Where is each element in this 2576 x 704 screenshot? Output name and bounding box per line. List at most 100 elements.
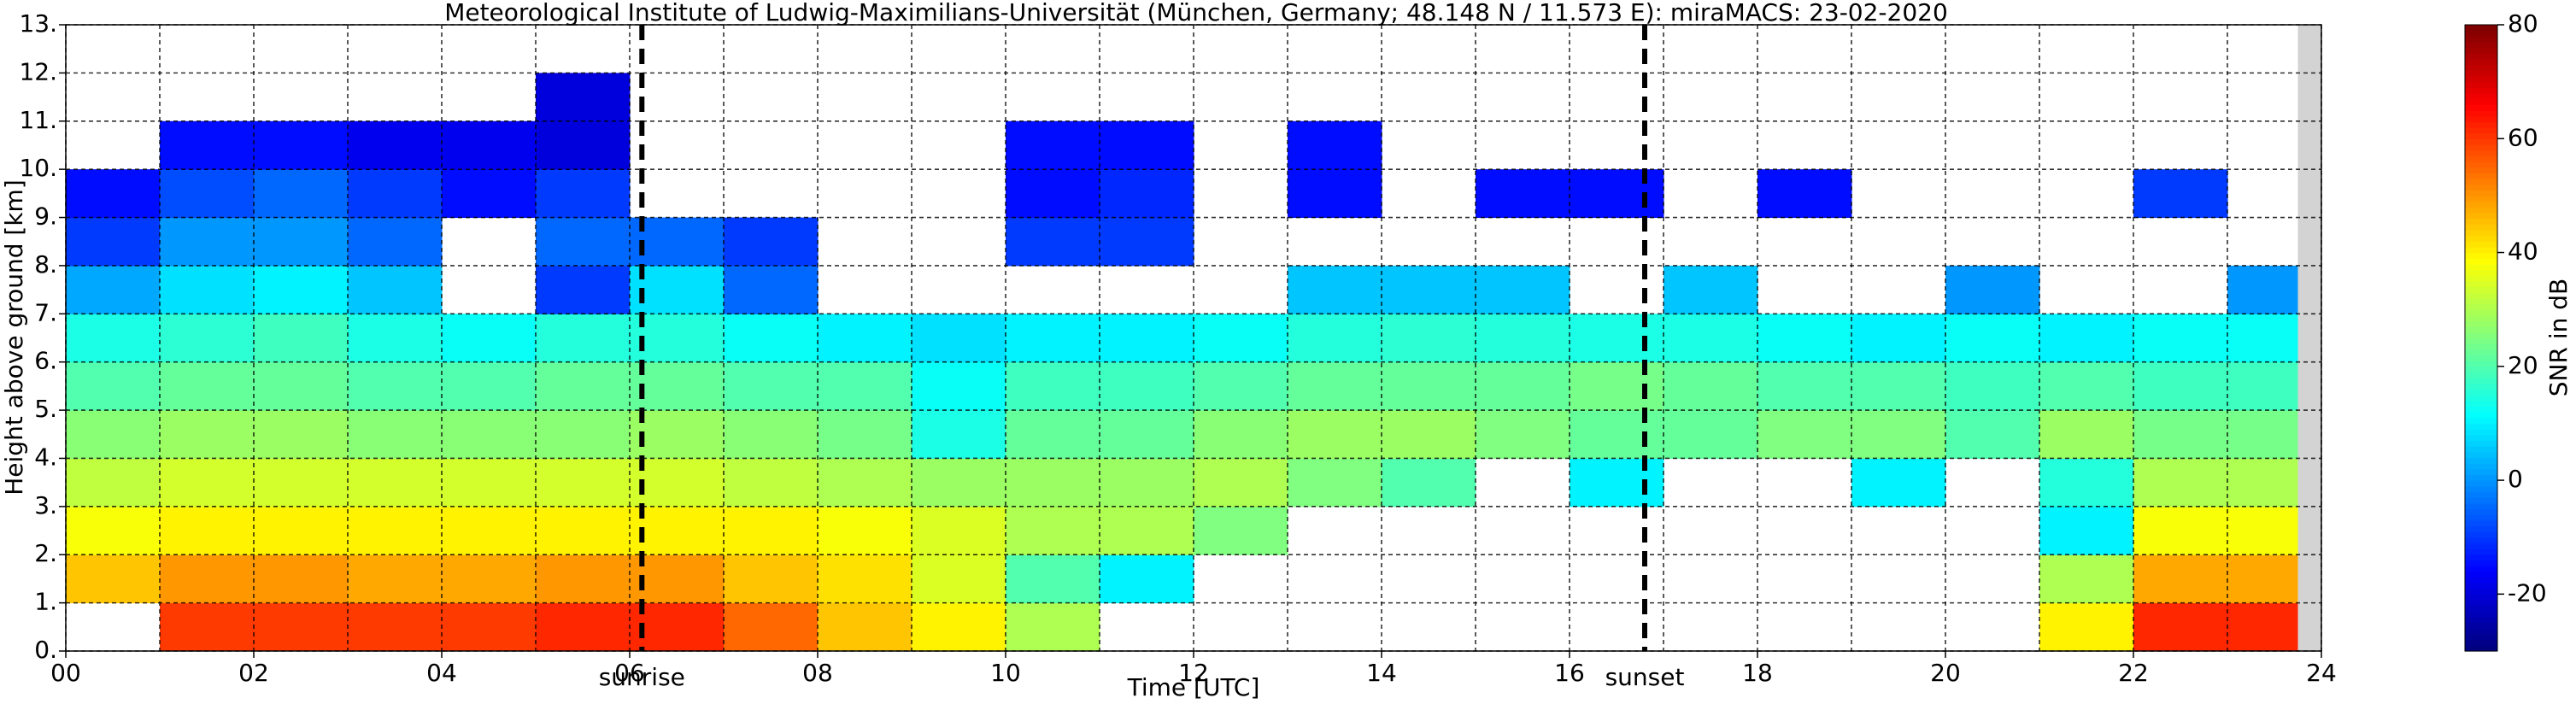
cell: [818, 314, 912, 363]
cell: [724, 217, 819, 267]
colorbar-swatch: [2465, 161, 2497, 168]
colorbar-swatch: [2465, 451, 2497, 459]
cell: [66, 506, 161, 555]
colorbar-swatch: [2465, 320, 2497, 327]
colorbar-swatch: [2465, 446, 2497, 453]
cell: [630, 506, 725, 555]
cell: [160, 314, 255, 363]
cell: [536, 410, 631, 459]
cell: [2227, 554, 2298, 604]
colorbar-swatch: [2465, 47, 2497, 54]
colorbar-swatch: [2465, 474, 2497, 481]
cell: [1757, 410, 1852, 459]
colorbar-swatch: [2465, 331, 2497, 339]
cell: [2227, 361, 2298, 411]
cell: [1006, 120, 1100, 170]
colorbar-swatch: [2465, 98, 2497, 105]
chart-title: Meteorological Institute of Ludwig-Maxim…: [444, 0, 1948, 26]
cell: [1851, 458, 1946, 507]
colorbar-swatch: [2465, 126, 2497, 134]
colorbar-swatch: [2465, 190, 2497, 197]
colorbar-swatch: [2465, 235, 2497, 242]
cell: [348, 314, 443, 363]
colorbar-swatch: [2465, 303, 2497, 310]
cell: [1851, 361, 1946, 411]
colorbar-swatch: [2465, 138, 2497, 145]
colorbar-swatch: [2465, 406, 2497, 413]
cell: [724, 361, 819, 411]
colorbar-swatch: [2465, 491, 2497, 498]
colorbar-swatch: [2465, 343, 2497, 350]
cell: [348, 602, 443, 652]
colorbar-swatch: [2465, 531, 2497, 538]
cell: [1006, 361, 1100, 411]
cell: [630, 314, 725, 363]
colorbar-swatch: [2465, 252, 2497, 259]
cell: [1570, 169, 1664, 219]
colorbar-swatch: [2465, 611, 2497, 618]
cell: [1100, 217, 1194, 267]
y-tick-label: 2.: [34, 539, 57, 567]
cell: [1100, 169, 1194, 219]
cell: [724, 554, 819, 604]
cell: [348, 361, 443, 411]
colorbar-swatch: [2465, 173, 2497, 179]
colorbar-swatch: [2465, 224, 2497, 231]
colorbar-swatch: [2465, 155, 2497, 162]
cell: [912, 361, 1006, 411]
no-data-band: [2297, 25, 2321, 651]
cell: [160, 506, 255, 555]
cell: [724, 458, 819, 507]
colorbar-swatch: [2465, 549, 2497, 555]
cell: [160, 361, 255, 411]
cell: [160, 217, 255, 267]
colorbar-swatch: [2465, 92, 2497, 100]
y-tick-label: 7.: [34, 298, 57, 326]
cell: [818, 506, 912, 555]
x-tick-label: 08: [802, 659, 833, 687]
colorbar-swatch: [2465, 361, 2497, 367]
colorbar-swatch: [2465, 605, 2497, 612]
cell: [1945, 361, 2040, 411]
colorbar-swatch: [2465, 463, 2497, 470]
colorbar-frame: [2464, 24, 2498, 652]
colorbar-swatch: [2465, 571, 2497, 578]
colorbar-swatch: [2465, 75, 2497, 83]
colorbar-swatch: [2465, 207, 2497, 214]
cell: [66, 265, 161, 314]
y-tick-label: 13.: [19, 9, 57, 38]
x-axis-label: Time [UTC]: [1127, 673, 1260, 701]
colorbar-swatch: [2465, 383, 2497, 390]
cell: [1194, 410, 1288, 459]
cell: [912, 410, 1006, 459]
cell: [1288, 314, 1382, 363]
cell: [2039, 361, 2134, 411]
cell: [536, 314, 631, 363]
colorbar-swatch: [2465, 525, 2497, 532]
x-tick-label: 22: [2118, 659, 2149, 687]
colorbar-swatch: [2465, 144, 2497, 151]
x-tick-label: 00: [50, 659, 81, 687]
cell: [66, 314, 161, 363]
cell: [2133, 506, 2228, 555]
cell: [1664, 361, 1758, 411]
colorbar-label: SNR in dB: [2544, 279, 2573, 396]
cell: [254, 361, 349, 411]
cell: [442, 602, 537, 652]
cell: [66, 458, 161, 507]
colorbar-swatch: [2465, 366, 2497, 373]
cell: [348, 217, 443, 267]
colorbar-swatch: [2465, 275, 2497, 282]
colorbar-swatch: [2465, 417, 2497, 425]
cell: [1476, 410, 1570, 459]
cell: [1476, 265, 1570, 314]
colorbar-swatch: [2465, 434, 2497, 442]
cell: [442, 361, 537, 411]
colorbar-swatch: [2465, 554, 2497, 560]
cell: [818, 410, 912, 459]
colorbar-swatch: [2465, 53, 2497, 60]
cell: [1100, 361, 1194, 411]
cell: [536, 217, 631, 267]
cell: [2133, 554, 2228, 604]
colorbar-tick-label: 60: [2508, 123, 2538, 151]
